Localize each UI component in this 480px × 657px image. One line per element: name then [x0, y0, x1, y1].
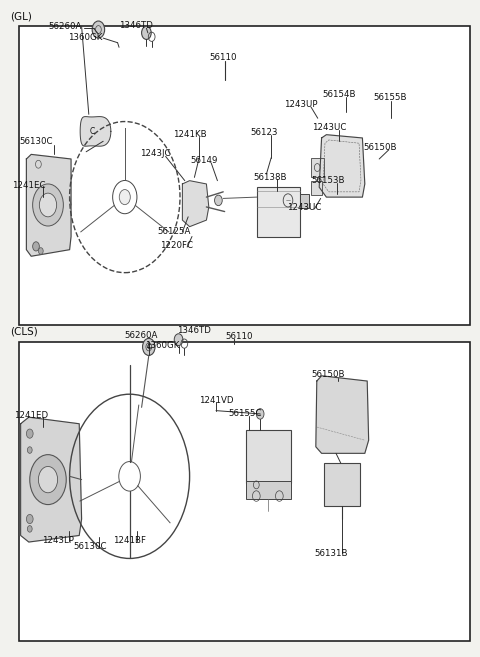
Circle shape — [142, 26, 151, 39]
Text: 56260A: 56260A — [48, 22, 82, 31]
Bar — [311, 158, 324, 177]
Text: 1243UP: 1243UP — [284, 100, 317, 109]
Circle shape — [92, 21, 105, 38]
Text: 56150B: 56150B — [364, 143, 397, 152]
Polygon shape — [21, 417, 82, 542]
Circle shape — [256, 409, 264, 419]
Text: C: C — [90, 127, 95, 136]
Text: 1241EC: 1241EC — [12, 181, 46, 190]
Bar — [311, 181, 322, 195]
Circle shape — [215, 195, 222, 206]
Bar — [246, 481, 291, 499]
Text: 1243JC: 1243JC — [140, 149, 170, 158]
Circle shape — [38, 248, 43, 254]
Text: 56131B: 56131B — [314, 549, 348, 558]
Text: 1220FC: 1220FC — [160, 241, 193, 250]
Text: 56110: 56110 — [226, 332, 253, 341]
Text: C: C — [146, 344, 151, 350]
Text: 1346TD: 1346TD — [177, 326, 211, 335]
Circle shape — [38, 466, 58, 493]
Text: 1243UC: 1243UC — [287, 203, 322, 212]
Text: 56155B: 56155B — [373, 93, 407, 102]
Polygon shape — [182, 181, 209, 227]
Text: (CLS): (CLS) — [11, 327, 38, 337]
Text: 56260A: 56260A — [125, 330, 158, 340]
Text: 1241KB: 1241KB — [173, 130, 207, 139]
Polygon shape — [80, 116, 111, 147]
Circle shape — [120, 189, 131, 205]
Text: 1241VD: 1241VD — [199, 396, 234, 405]
Text: 56154B: 56154B — [322, 90, 356, 99]
Text: 56125A: 56125A — [157, 227, 191, 236]
Text: 1241BF: 1241BF — [113, 535, 146, 545]
Bar — [19, 26, 470, 325]
Circle shape — [143, 338, 155, 355]
Text: 1241ED: 1241ED — [14, 411, 48, 420]
Polygon shape — [316, 376, 369, 453]
Text: 1346TD: 1346TD — [119, 21, 153, 30]
Bar — [19, 342, 470, 641]
Text: 56149: 56149 — [190, 156, 217, 165]
Circle shape — [26, 514, 33, 524]
Bar — [300, 194, 309, 208]
Polygon shape — [319, 135, 365, 197]
Circle shape — [33, 184, 63, 226]
Circle shape — [30, 455, 66, 505]
Text: 56150B: 56150B — [311, 370, 345, 379]
Polygon shape — [26, 154, 71, 256]
Text: 56110: 56110 — [210, 53, 237, 62]
Circle shape — [174, 334, 183, 346]
Text: 1243UC: 1243UC — [312, 123, 347, 132]
Text: 56130C: 56130C — [19, 137, 53, 147]
Text: 56130C: 56130C — [73, 542, 107, 551]
Bar — [324, 463, 360, 506]
Circle shape — [33, 242, 39, 251]
Text: 56138B: 56138B — [253, 173, 287, 182]
Bar — [246, 430, 291, 483]
Text: 56155C: 56155C — [228, 409, 262, 419]
Text: 1360GK: 1360GK — [145, 341, 180, 350]
Circle shape — [26, 429, 33, 438]
Circle shape — [27, 526, 32, 532]
Text: 1243LP: 1243LP — [42, 535, 74, 545]
Bar — [257, 187, 300, 237]
Text: 56123: 56123 — [250, 127, 277, 137]
Text: (GL): (GL) — [11, 11, 33, 22]
Circle shape — [27, 447, 32, 453]
Circle shape — [39, 193, 57, 217]
Text: 56153B: 56153B — [311, 175, 345, 185]
Text: 1360GK: 1360GK — [68, 33, 103, 42]
